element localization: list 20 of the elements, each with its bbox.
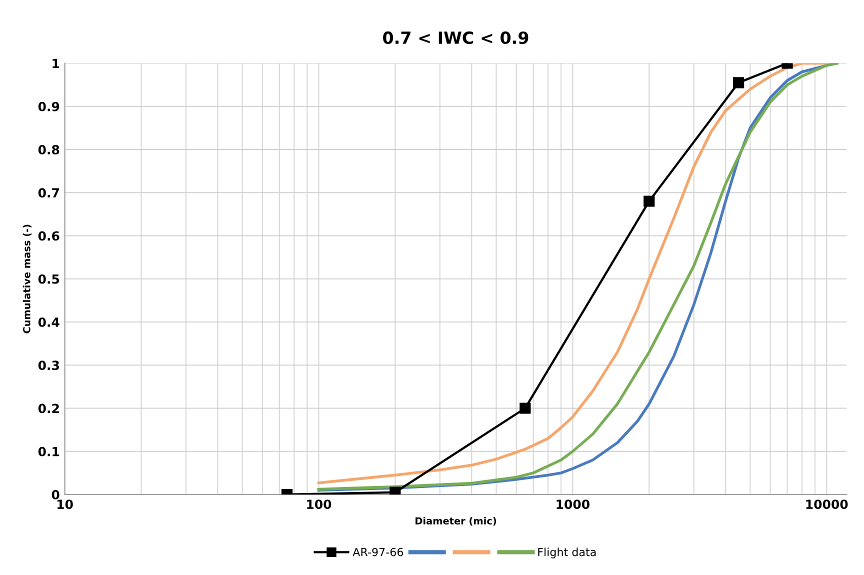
y-tick-label: 0.4 (38, 317, 60, 327)
y-tick-label: 1 (52, 58, 60, 68)
legend-label: Flight data (538, 548, 596, 558)
y-tick-label: 0.2 (38, 404, 59, 414)
chart-title: 0.7 < IWC < 0.9 (383, 31, 528, 44)
y-tick-label: 0.1 (38, 446, 60, 456)
x-tick-label: 1000 (556, 500, 590, 510)
y-tick-label: 0.9 (38, 102, 60, 112)
y-tick-label: 0.5 (38, 274, 60, 284)
y-tick-label: 0.8 (38, 144, 60, 154)
legend-label: AR-97-66 (352, 548, 404, 556)
x-axis-title: Diameter (mic) (416, 517, 496, 526)
x-tick-label: 100 (307, 500, 332, 510)
y-tick-label: 0.3 (38, 360, 59, 370)
x-tick-label: 10000 (806, 500, 848, 510)
y-tick-label: 0.6 (38, 231, 60, 241)
y-tick-label: 0 (52, 490, 60, 500)
y-axis-title: Cumulative mass (-) (22, 224, 32, 334)
x-tick-label: 10 (58, 500, 73, 510)
y-tick-label: 0.7 (38, 188, 59, 198)
